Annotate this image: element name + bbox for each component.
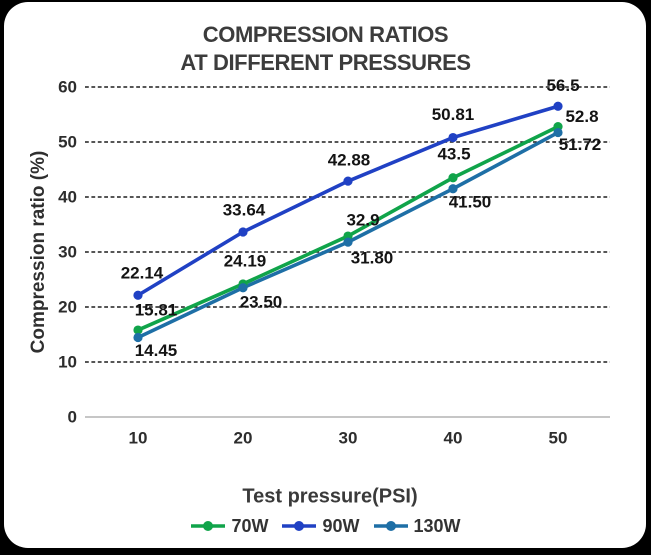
data-point-130W: [553, 127, 563, 138]
x-tick-label: 20: [234, 429, 253, 448]
data-label-70W: 43.5: [437, 144, 470, 163]
x-tick-label: 30: [339, 429, 358, 448]
data-point-90W: [448, 132, 458, 143]
legend-marker-70w-icon: [191, 521, 226, 531]
legend-label-130w: 130W: [413, 515, 461, 536]
data-point-130W: [238, 283, 248, 293]
chart-title: COMPRESSION RATIOS AT DIFFERENT PRESSURE…: [0, 21, 651, 76]
data-label-90W: 50.81: [432, 105, 475, 124]
data-label-130W: 51.72: [559, 135, 602, 154]
series-line-90W: [136, 104, 560, 298]
y-tick-label: 10: [58, 353, 77, 372]
y-axis-title: Compression ratio (%): [28, 150, 49, 354]
legend-item-90w: 90W: [281, 515, 360, 537]
data-point-130W: [448, 184, 458, 194]
data-point-90W: [343, 176, 353, 186]
legend-marker-90w-icon: [282, 521, 317, 531]
data-point-70W: [448, 173, 458, 183]
y-tick-label: 50: [58, 133, 77, 152]
x-tick-labels: 10 20 30 40 50: [129, 429, 568, 448]
data-label-130W: 31.80: [351, 249, 394, 268]
legend-item-70w: 70W: [190, 516, 268, 537]
y-tick-label: 40: [58, 188, 77, 207]
legend-label-90w: 90W: [322, 515, 360, 536]
data-label-130W: 41.50: [449, 192, 492, 211]
y-tick-label: 60: [58, 78, 77, 97]
x-tick-label: 10: [129, 429, 148, 448]
legend-dot-90w: [294, 521, 305, 531]
data-points: [133, 101, 563, 343]
data-label-130W: 23.50: [240, 292, 283, 311]
data-point-130W: [133, 332, 143, 343]
chart-legend: 70W 90W 130W: [0, 514, 651, 538]
data-point-130W: [343, 237, 353, 247]
data-point-90W: [238, 227, 248, 237]
x-tick-label: 50: [549, 429, 568, 448]
data-label-70W: 52.8: [565, 107, 598, 126]
y-tick-label: 0: [68, 408, 77, 427]
legend-dot-70w: [203, 521, 214, 531]
chart-title-line-2: AT DIFFERENT PRESSURES: [180, 49, 471, 75]
legend-dot-130w: [385, 521, 396, 531]
data-label-90W: 56.5: [546, 76, 579, 95]
x-tick-label: 40: [444, 429, 463, 448]
legend-label-70w: 70W: [231, 515, 269, 536]
chart-card: [4, 2, 646, 548]
data-label-130W: 14.45: [135, 341, 178, 360]
y-tick-label: 20: [58, 298, 77, 317]
y-tick-label: 30: [58, 243, 77, 262]
chart-title-line-1: COMPRESSION RATIOS: [202, 22, 449, 47]
data-label-90W: 33.64: [223, 200, 266, 219]
y-tick-labels: 0 10 20 30 40 50 60: [58, 78, 77, 427]
legend-item-130w: 130W: [373, 516, 461, 537]
data-point-90W: [133, 290, 143, 300]
data-label-90W: 22.14: [121, 264, 164, 283]
gridlines: [85, 86, 610, 418]
data-point-70W: [133, 325, 143, 335]
data-labels: 15.81 24.19 32.9 43.5 52.8 22.14 33.64 42.88 50.…: [121, 76, 602, 360]
data-label-90W: 42.88: [328, 151, 371, 170]
legend-marker-130w-icon: [373, 521, 408, 531]
x-axis-title: Test pressure(PSI): [242, 485, 418, 508]
data-label-70W: 32.9: [346, 211, 379, 230]
data-label-70W: 15.81: [135, 301, 178, 320]
data-point-90W: [553, 101, 563, 111]
data-label-70W: 24.19: [224, 251, 267, 270]
